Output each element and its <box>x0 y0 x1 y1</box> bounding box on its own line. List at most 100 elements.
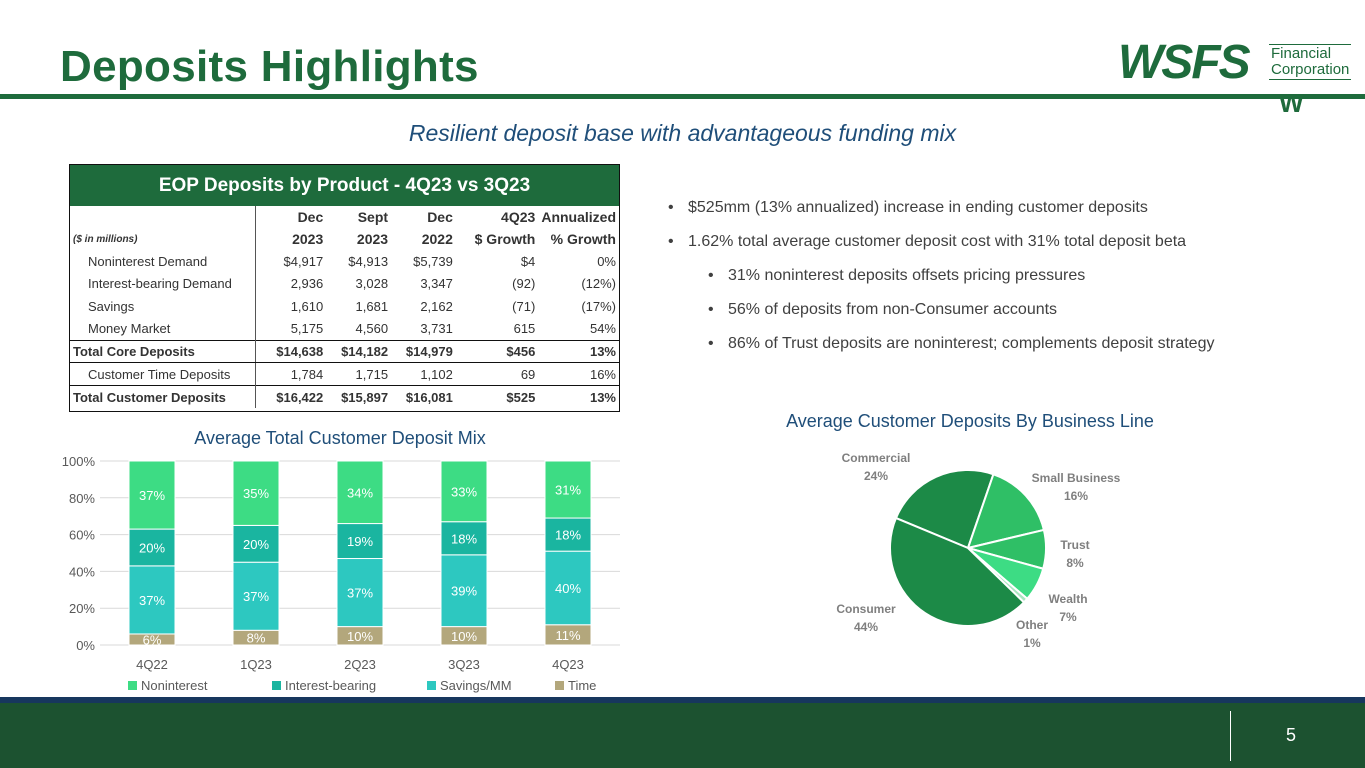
legend-label: Time <box>568 678 596 693</box>
row-value: $15,897 <box>326 385 392 409</box>
page-number: 5 <box>1286 725 1297 745</box>
row-value: 1,715 <box>355 366 389 382</box>
row-label: Noninterest Demand <box>70 250 257 273</box>
row-value: $4,913 <box>348 253 389 269</box>
deposit-mix-bar-chart: 0% 20% 40% 60% 80% 100% 6% 37% 20% 37% 4Q22 8% 37% 20… <box>62 454 620 693</box>
deposits-grid: Dec Sept Dec 4Q23 Annualized ($ in milli… <box>70 206 619 409</box>
table-row: Noninterest Demand $4,917 $4,913 $5,739 $4 0% <box>70 250 619 273</box>
legend-swatch <box>427 681 436 690</box>
bullet-item: $525mm (13% annualized) increase in endi… <box>668 197 1288 219</box>
data-label: 8% <box>247 631 266 646</box>
bullet-item: 31% noninterest deposits offsets pricing… <box>708 265 1288 287</box>
table-row: Money Market 5,175 4,560 3,731 615 54% <box>70 317 619 341</box>
bullet-item: 56% of deposits from non-Consumer accoun… <box>708 299 1288 321</box>
data-label: 10% <box>451 629 477 644</box>
table-row: Total Customer Deposits $16,422 $15,897 $16… <box>70 385 619 409</box>
slice-value-label: 1% <box>1023 636 1041 650</box>
pie-slice <box>966 472 1046 550</box>
row-label: Total Core Deposits <box>70 339 257 364</box>
legend-label: Savings/MM <box>440 678 512 693</box>
x-tick-label: 2Q23 <box>344 657 376 672</box>
data-label: 18% <box>555 528 581 543</box>
table-row: Interest-bearing Demand 2,936 3,028 3,347 (9… <box>70 272 619 296</box>
slide-title: Deposits Highlights <box>60 42 479 91</box>
slice-name-label: Commercial <box>842 451 911 465</box>
row-label: Total Customer Deposits <box>70 385 257 409</box>
slice-name-label: Other <box>1016 618 1048 632</box>
footer-divider <box>1230 711 1231 761</box>
row-label: Money Market <box>70 317 257 341</box>
bar-segment <box>232 460 280 526</box>
slice-value-label: 7% <box>1059 610 1077 624</box>
row-value: 615 <box>513 321 536 337</box>
table-row: Savings 1,610 1,681 2,162 (71) (17%) <box>70 295 619 318</box>
bar-segment <box>544 517 592 552</box>
row-value: 3,731 <box>420 321 453 337</box>
row-value: $4 <box>520 253 536 269</box>
business-line-pie-chart: Commercial 24% Small Business 16% Trust 8% Wea… <box>836 451 1120 650</box>
deposits-table: EOP Deposits by Product - 4Q23 vs 3Q23 D… <box>69 164 620 412</box>
header-cell: 2023 <box>356 231 389 247</box>
bar-segment <box>336 460 384 525</box>
row-value: 4,560 <box>355 321 389 337</box>
header-cell: Annualized <box>541 209 616 225</box>
header-cell: $ Growth <box>474 231 536 247</box>
bar-segment <box>128 460 176 530</box>
row-value: $525 <box>455 385 539 409</box>
bar-segment <box>544 460 592 519</box>
bar-segment <box>232 561 280 631</box>
row-value: 1,681 <box>355 298 389 314</box>
row-value: $16,422 <box>255 385 327 409</box>
table-header-row-bottom: ($ in millions) 2023 2023 2022 $ Growth … <box>70 228 619 250</box>
table-row: Total Core Deposits $14,638 $14,182 $14,979… <box>70 339 619 364</box>
legend-label: Noninterest <box>141 678 208 693</box>
header-cell: 2023 <box>292 231 324 247</box>
data-label: 19% <box>347 534 373 549</box>
pie-slice <box>889 516 1026 627</box>
slice-value-label: 44% <box>854 620 878 634</box>
data-label: 31% <box>555 483 581 498</box>
row-value: $16,081 <box>391 385 456 409</box>
header-blank <box>70 206 257 228</box>
row-value: $456 <box>455 339 539 364</box>
bar-segment <box>128 565 176 635</box>
row-value: 0% <box>597 253 616 269</box>
row-value: $5,739 <box>413 253 453 269</box>
legend-swatch <box>128 681 137 690</box>
row-value: 13% <box>538 385 619 409</box>
data-label: 11% <box>555 628 580 643</box>
bullet-item: 86% of Trust deposits are noninterest; c… <box>708 333 1288 355</box>
header-cell: Dec <box>427 209 453 225</box>
row-value: 54% <box>589 321 616 337</box>
pie-chart-title: Average Customer Deposits By Business Li… <box>786 411 1154 431</box>
row-value: $14,979 <box>391 339 456 364</box>
header-cell: Dec <box>297 209 324 225</box>
row-label: Savings <box>70 295 257 318</box>
row-value: 3,347 <box>420 276 453 292</box>
data-label: 40% <box>555 581 581 596</box>
header-cell: 4Q23 <box>501 209 536 225</box>
row-value: 2,162 <box>420 298 453 314</box>
data-label: 37% <box>139 593 165 608</box>
header-cell: Sept <box>357 209 389 225</box>
row-value: (12%) <box>581 276 616 292</box>
bar-segment <box>440 554 488 628</box>
row-value: 13% <box>538 339 619 364</box>
row-label: Customer Time Deposits <box>70 362 257 386</box>
x-tick-label: 3Q23 <box>448 657 480 672</box>
data-label: 39% <box>451 584 477 599</box>
x-tick-label: 1Q23 <box>240 657 272 672</box>
y-tick-label: 40% <box>69 564 95 579</box>
table-row: Customer Time Deposits 1,784 1,715 1,102 69 1… <box>70 362 619 386</box>
data-label: 35% <box>243 486 269 501</box>
logo-sub-line1: Financial <box>1271 45 1332 62</box>
row-value: (17%) <box>581 298 616 314</box>
row-value: (71) <box>512 298 536 314</box>
footer-bar: 5 <box>0 703 1365 768</box>
table-title: EOP Deposits by Product - 4Q23 vs 3Q23 <box>70 165 619 206</box>
slide-subtitle: Resilient deposit base with advantageous… <box>408 120 957 146</box>
row-value: 5,175 <box>290 321 324 337</box>
data-label: 20% <box>243 537 269 552</box>
row-value: 3,028 <box>355 276 389 292</box>
data-label: 34% <box>347 485 373 500</box>
